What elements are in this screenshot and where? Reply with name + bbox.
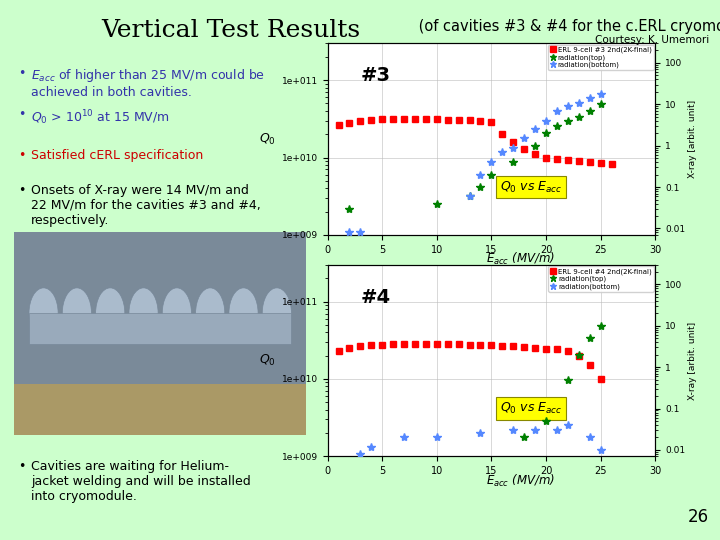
Text: $Q_0$ vs $E_{acc}$: $Q_0$ vs $E_{acc}$ <box>500 179 562 194</box>
Bar <box>14 384 306 435</box>
Text: (of cavities #3 & #4 for the c.ERL cryomodule): (of cavities #3 & #4 for the c.ERL cryom… <box>414 19 720 34</box>
Text: $Q_0$ vs $E_{acc}$: $Q_0$ vs $E_{acc}$ <box>500 401 562 416</box>
Text: Vertical Test Results: Vertical Test Results <box>101 19 360 42</box>
Ellipse shape <box>96 288 125 339</box>
Text: #4: #4 <box>361 288 390 307</box>
Y-axis label: $Q_0$: $Q_0$ <box>259 132 276 146</box>
Ellipse shape <box>129 288 158 339</box>
Text: $E_{acc}$ (MV/m): $E_{acc}$ (MV/m) <box>485 472 555 489</box>
Text: $Q_0$ > $10^{10}$ at 15 MV/m: $Q_0$ > $10^{10}$ at 15 MV/m <box>31 108 170 127</box>
Text: •: • <box>18 184 25 197</box>
Y-axis label: $Q_0$: $Q_0$ <box>259 353 276 368</box>
Text: •: • <box>18 68 25 80</box>
Text: •: • <box>18 460 25 473</box>
Y-axis label: X-ray [arbit. unit]: X-ray [arbit. unit] <box>688 100 697 178</box>
Legend: ERL 9-cell #4 2nd(2K-final), radiation(top), radiation(bottom): ERL 9-cell #4 2nd(2K-final), radiation(t… <box>548 266 654 292</box>
Text: $\it{E}_{acc}$ of higher than 25 MV/m could be
achieved in both cavities.: $\it{E}_{acc}$ of higher than 25 MV/m co… <box>31 68 265 99</box>
Ellipse shape <box>229 288 258 339</box>
Text: Cavities are waiting for Helium-
jacket welding and will be installed
into cryom: Cavities are waiting for Helium- jacket … <box>31 460 251 503</box>
Ellipse shape <box>29 288 58 339</box>
Text: •: • <box>18 148 25 161</box>
Legend: ERL 9-cell #3 2nd(2K-final), radiation(top), radiation(bottom): ERL 9-cell #3 2nd(2K-final), radiation(t… <box>548 45 654 70</box>
Bar <box>29 313 292 343</box>
Text: Courtesy: K. Umemori: Courtesy: K. Umemori <box>595 35 709 45</box>
Text: #3: #3 <box>361 66 390 85</box>
Ellipse shape <box>63 288 91 339</box>
Ellipse shape <box>162 288 192 339</box>
Text: •: • <box>18 108 25 121</box>
Text: Onsets of X-ray were 14 MV/m and
22 MV/m for the cavities #3 and #4,
respectivel: Onsets of X-ray were 14 MV/m and 22 MV/m… <box>31 184 261 227</box>
Ellipse shape <box>262 288 292 339</box>
Y-axis label: X-ray [arbit. unit]: X-ray [arbit. unit] <box>688 321 697 400</box>
Text: $E_{acc}$ (MV/m): $E_{acc}$ (MV/m) <box>485 251 555 267</box>
Text: Satisfied cERL specification: Satisfied cERL specification <box>31 148 203 161</box>
Ellipse shape <box>196 288 225 339</box>
Text: 26: 26 <box>688 509 709 526</box>
